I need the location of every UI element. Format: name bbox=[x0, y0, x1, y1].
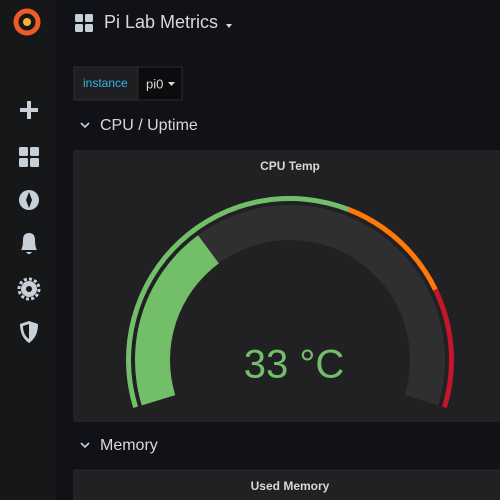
icon-part bbox=[19, 147, 28, 156]
panel bbox=[73, 469, 500, 500]
explore-icon[interactable] bbox=[19, 190, 39, 210]
variable-value[interactable]: pi0 bbox=[146, 76, 163, 91]
icon-part bbox=[30, 158, 39, 167]
icon-part bbox=[27, 101, 31, 119]
icon-part bbox=[85, 24, 93, 32]
logo-core bbox=[23, 18, 31, 26]
panel-title[interactable]: CPU Temp bbox=[260, 159, 320, 173]
icon-part bbox=[85, 14, 93, 22]
icon-part bbox=[23, 324, 29, 339]
variable-label: instance bbox=[83, 76, 128, 90]
row-chevron[interactable] bbox=[80, 442, 90, 449]
sidebar-icons bbox=[17, 101, 41, 343]
icon-part bbox=[26, 286, 32, 292]
icon-part bbox=[75, 24, 83, 32]
icon-part bbox=[30, 147, 39, 156]
grafana-logo[interactable] bbox=[13, 8, 41, 36]
gauge-value: 33 °C bbox=[244, 343, 345, 387]
gauge-fill bbox=[135, 235, 219, 406]
icon-part bbox=[75, 14, 83, 22]
variable-label-box bbox=[73, 66, 139, 101]
config-icon[interactable] bbox=[17, 277, 41, 301]
panel-title[interactable]: Used Memory bbox=[251, 479, 330, 493]
row-title[interactable]: Memory bbox=[100, 437, 158, 454]
admin-icon[interactable] bbox=[20, 321, 38, 343]
icon-part bbox=[19, 158, 28, 167]
alerting-icon[interactable] bbox=[21, 233, 37, 254]
gauge bbox=[125, 195, 454, 408]
row-title[interactable]: CPU / Uptime bbox=[100, 117, 198, 134]
create-icon[interactable] bbox=[20, 101, 38, 119]
dashboard-title[interactable]: Pi Lab Metrics bbox=[104, 12, 218, 32]
dashboard-icon bbox=[75, 14, 93, 32]
dashboards-icon[interactable] bbox=[19, 147, 39, 167]
icon-part bbox=[17, 277, 41, 301]
threshold-band bbox=[433, 288, 454, 408]
logo-ring bbox=[13, 8, 41, 36]
row-chevron[interactable] bbox=[80, 122, 90, 129]
icon-part bbox=[26, 192, 32, 208]
threshold-band bbox=[348, 207, 438, 291]
variable-select[interactable] bbox=[137, 66, 183, 101]
variable-caret bbox=[168, 82, 175, 86]
title-caret bbox=[226, 24, 232, 28]
